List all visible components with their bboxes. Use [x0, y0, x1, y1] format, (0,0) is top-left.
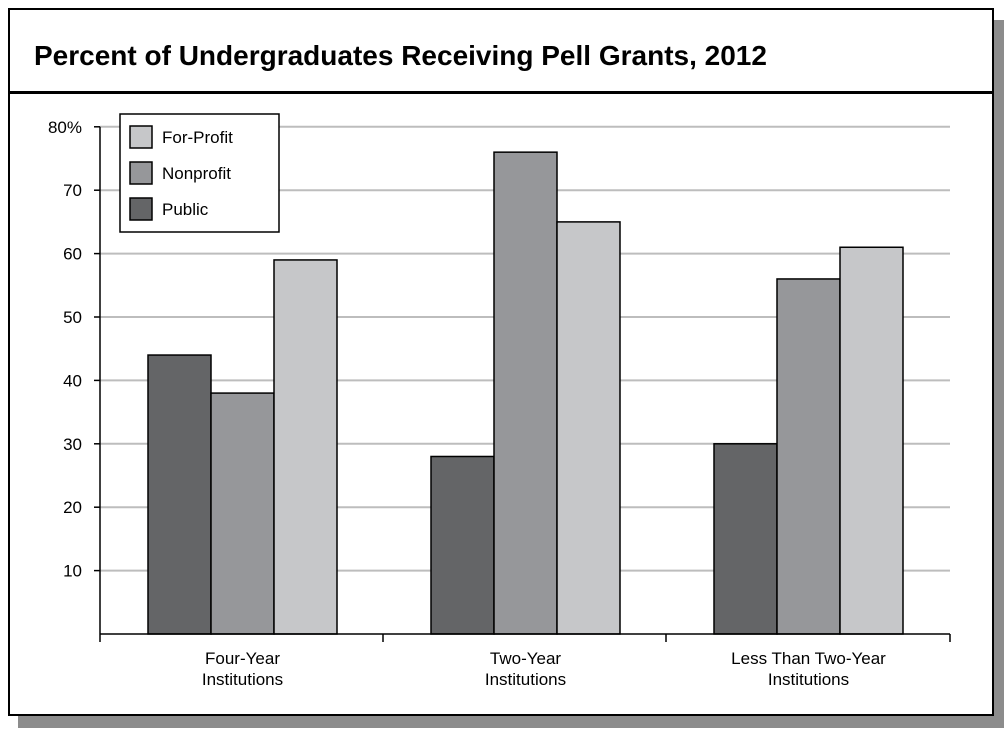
bar-public-2 [713, 443, 778, 635]
x-category-label: Less Than Two-Year [731, 649, 886, 668]
x-category-label: Four-Year [205, 649, 280, 668]
legend-label-nonprofit: Nonprofit [162, 164, 231, 183]
legend-swatch-nonprofit [129, 161, 153, 185]
title-bar: Percent of Undergraduates Receiving Pell… [10, 10, 992, 94]
chart-title: Percent of Undergraduates Receiving Pell… [34, 40, 767, 71]
x-category-label: Two-Year [490, 649, 562, 668]
y-tick-label: 10 [63, 562, 82, 581]
bar-public-0 [147, 354, 212, 635]
bar-for-profit-0 [273, 259, 338, 635]
bar-for-profit-2 [839, 246, 904, 635]
legend-swatch-public [129, 197, 153, 221]
y-tick-label: 70 [63, 181, 82, 200]
x-category-label: Institutions [768, 670, 849, 689]
bar-for-profit-1 [556, 221, 621, 635]
y-tick-label: 40 [63, 371, 82, 390]
legend-swatch-for-profit [129, 125, 153, 149]
y-tick-label: 50 [63, 308, 82, 327]
legend-label-public: Public [162, 200, 209, 219]
y-tick-label: 20 [63, 498, 82, 517]
bar-public-1 [430, 455, 495, 635]
bar-nonprofit-1 [493, 151, 558, 635]
bar-nonprofit-2 [776, 278, 841, 635]
bar-nonprofit-0 [210, 392, 275, 635]
y-tick-label: 30 [63, 435, 82, 454]
x-category-label: Institutions [202, 670, 283, 689]
legend-label-for-profit: For-Profit [162, 128, 233, 147]
x-category-label: Institutions [485, 670, 566, 689]
y-tick-label: 60 [63, 245, 82, 264]
y-tick-label: 80% [48, 118, 82, 137]
